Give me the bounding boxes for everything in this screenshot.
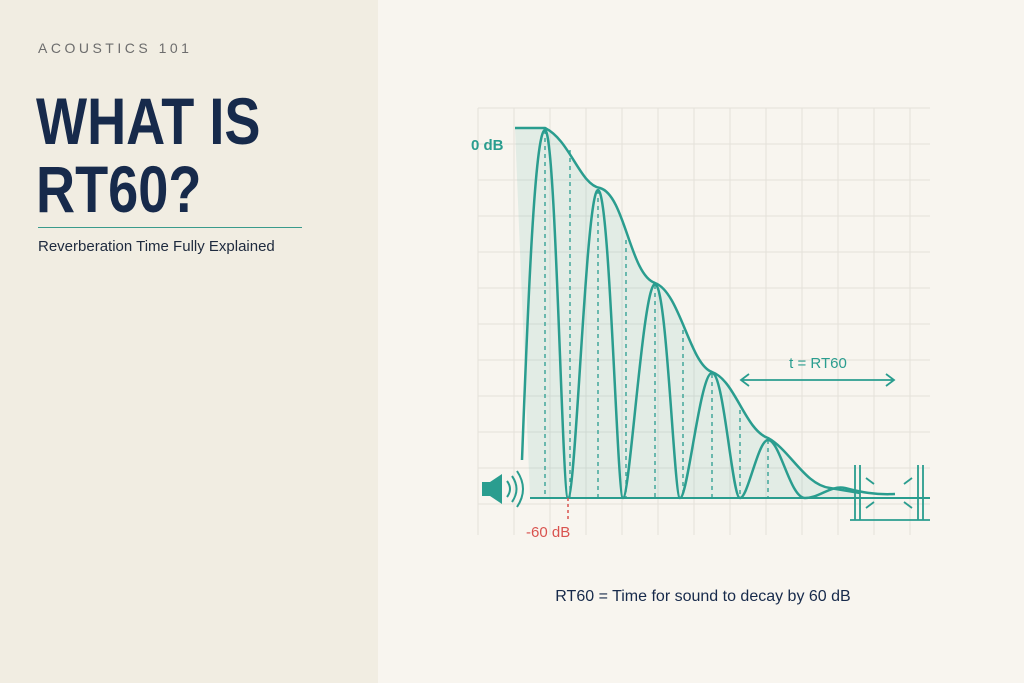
span-label: t = RT60 bbox=[789, 355, 847, 372]
peak-guides bbox=[544, 130, 769, 498]
decay-area bbox=[515, 128, 860, 498]
title-line: WHAT IS bbox=[36, 84, 261, 158]
bottom-label: -60 dB bbox=[526, 524, 570, 541]
top-label: 0 dB bbox=[471, 137, 504, 154]
title-line: RT60? bbox=[36, 152, 202, 226]
speaker-icon bbox=[482, 470, 524, 508]
subtitle: Reverberation Time Fully Explained bbox=[38, 238, 275, 255]
caption: RT60 = Time for sound to decay by 60 dB bbox=[555, 588, 850, 605]
envelope bbox=[515, 126, 861, 495]
divider bbox=[38, 227, 302, 228]
kicker: ACOUSTICS 101 bbox=[38, 40, 193, 56]
span-arrow bbox=[739, 373, 896, 387]
left-panel: ACOUSTICS 101 WHAT IS RT60? Reverberatio… bbox=[0, 0, 378, 683]
wall-icon bbox=[850, 465, 930, 521]
waveform bbox=[520, 128, 896, 500]
